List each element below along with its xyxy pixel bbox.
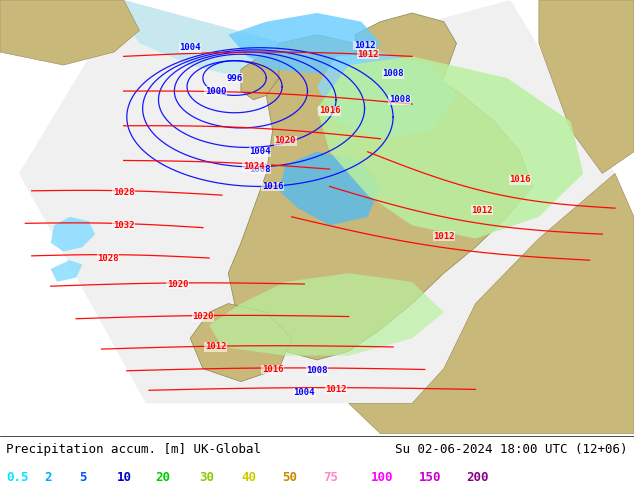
Polygon shape: [279, 152, 380, 225]
Text: 50: 50: [282, 471, 297, 484]
Text: 10: 10: [117, 471, 133, 484]
Text: 1020: 1020: [167, 279, 188, 289]
Polygon shape: [51, 260, 82, 282]
Text: 1008: 1008: [306, 366, 328, 375]
Text: 1020: 1020: [192, 312, 214, 321]
Text: Precipitation accum. [m] UK-Global: Precipitation accum. [m] UK-Global: [6, 443, 261, 456]
Polygon shape: [228, 13, 380, 74]
Text: 1012: 1012: [325, 385, 347, 394]
Text: 2: 2: [44, 471, 52, 484]
Text: 1008: 1008: [249, 165, 271, 173]
Text: 75: 75: [323, 471, 339, 484]
Polygon shape: [539, 0, 634, 173]
Polygon shape: [190, 304, 292, 382]
Text: 1016: 1016: [319, 106, 340, 115]
Text: 0.5: 0.5: [6, 471, 29, 484]
Polygon shape: [209, 273, 444, 356]
Text: 1012: 1012: [471, 206, 493, 215]
Text: 1004: 1004: [294, 388, 315, 397]
Text: 1020: 1020: [275, 136, 296, 146]
Text: 1016: 1016: [262, 365, 283, 374]
Polygon shape: [349, 173, 634, 434]
Text: 1008: 1008: [389, 95, 410, 104]
Text: 1004: 1004: [249, 147, 271, 156]
Text: 996: 996: [226, 74, 243, 82]
Polygon shape: [19, 0, 615, 403]
Polygon shape: [355, 13, 456, 96]
Text: 1032: 1032: [113, 221, 134, 230]
Polygon shape: [317, 56, 583, 239]
Text: 150: 150: [418, 471, 441, 484]
Polygon shape: [317, 52, 456, 139]
Text: 100: 100: [371, 471, 393, 484]
Text: 1016: 1016: [509, 175, 531, 184]
Polygon shape: [0, 0, 139, 65]
Text: 1028: 1028: [113, 189, 134, 197]
Text: 20: 20: [155, 471, 171, 484]
Text: 1012: 1012: [357, 49, 378, 59]
Text: 1012: 1012: [354, 41, 375, 50]
Text: 40: 40: [241, 471, 256, 484]
Text: 1008: 1008: [382, 69, 404, 78]
Polygon shape: [51, 217, 95, 251]
Text: Su 02-06-2024 18:00 UTC (12+06): Su 02-06-2024 18:00 UTC (12+06): [395, 443, 628, 456]
Text: 5: 5: [79, 471, 87, 484]
Text: 1000: 1000: [205, 87, 226, 96]
Text: 200: 200: [466, 471, 488, 484]
Text: 1024: 1024: [243, 163, 264, 172]
Text: 1012: 1012: [433, 232, 455, 241]
Polygon shape: [228, 35, 533, 360]
Text: 1012: 1012: [205, 343, 226, 351]
Text: 30: 30: [200, 471, 215, 484]
Text: 1028: 1028: [97, 253, 119, 263]
Polygon shape: [124, 0, 317, 78]
Text: 1004: 1004: [179, 43, 201, 52]
Polygon shape: [241, 52, 279, 100]
Text: 1016: 1016: [262, 182, 283, 191]
